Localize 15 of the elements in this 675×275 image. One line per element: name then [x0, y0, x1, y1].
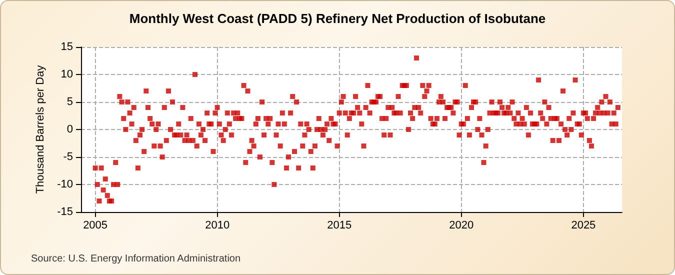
y-tick-label: 5 [66, 96, 73, 108]
source-note: Source: U.S. Energy Information Administration [31, 254, 241, 264]
chart-title: Monthly West Coast (PADD 5) Refinery Net Production of Isobutane [129, 11, 546, 26]
y-tick-label: 15 [60, 41, 73, 53]
x-tick-label: 2020 [449, 220, 474, 232]
x-tick-label: 2025 [571, 220, 596, 232]
x-tick-label: 2005 [83, 220, 108, 232]
y-tick-label: -15 [57, 206, 73, 218]
y-tick-label: -10 [57, 178, 73, 190]
y-tick-label: -5 [63, 151, 73, 163]
y-tick-label: 0 [66, 124, 73, 136]
y-axis-title: Thousand Barrels per Day [34, 64, 47, 194]
x-tick-label: 2015 [327, 220, 352, 232]
x-tick-label: 2010 [205, 220, 230, 232]
y-tick-label: 10 [60, 68, 73, 80]
